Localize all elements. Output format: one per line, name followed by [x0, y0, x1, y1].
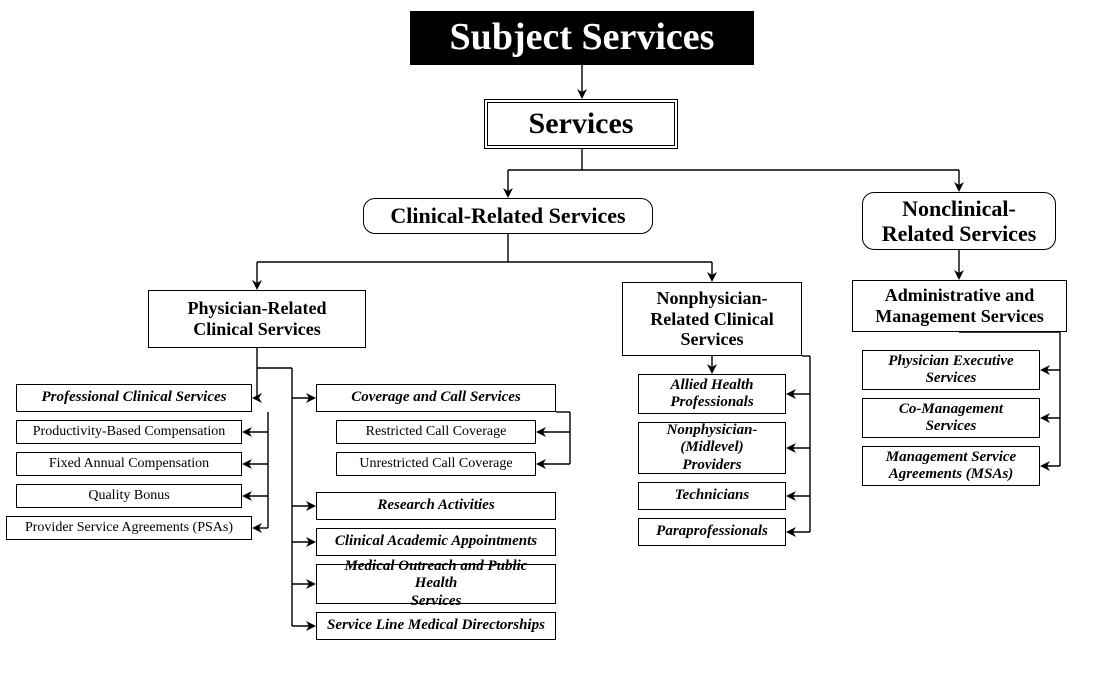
restricted-node: Restricted Call Coverage — [336, 420, 536, 444]
root-node: Subject Services — [410, 11, 754, 65]
allied-node: Allied Health Professionals — [638, 374, 786, 414]
psa-node: Provider Service Agreements (PSAs) — [6, 516, 252, 540]
pcs-node: Professional Clinical Services — [16, 384, 252, 412]
nonphys-node: Nonphysician- Related Clinical Services — [622, 282, 802, 356]
admin-node: Administrative and Management Services — [852, 280, 1067, 332]
directorships-node: Service Line Medical Directorships — [316, 612, 556, 640]
prodcomp-node: Productivity-Based Compensation — [16, 420, 242, 444]
comgmt-node: Co-Management Services — [862, 398, 1040, 438]
coverage-node: Coverage and Call Services — [316, 384, 556, 412]
phys-node: Physician-Related Clinical Services — [148, 290, 366, 348]
parapro-node: Paraprofessionals — [638, 518, 786, 546]
outreach-node: Medical Outreach and Public Health Servi… — [316, 564, 556, 604]
fixedcomp-node: Fixed Annual Compensation — [16, 452, 242, 476]
unrestricted-node: Unrestricted Call Coverage — [336, 452, 536, 476]
msa-node: Management Service Agreements (MSAs) — [862, 446, 1040, 486]
academic-node: Clinical Academic Appointments — [316, 528, 556, 556]
nonclinical-node: Nonclinical- Related Services — [862, 192, 1056, 250]
qbonus-node: Quality Bonus — [16, 484, 242, 508]
techs-node: Technicians — [638, 482, 786, 510]
research-node: Research Activities — [316, 492, 556, 520]
physexec-node: Physician Executive Services — [862, 350, 1040, 390]
clinical-node: Clinical-Related Services — [363, 198, 653, 234]
services-node: Services — [484, 99, 678, 149]
midlevel-node: Nonphysician- (Midlevel) Providers — [638, 422, 786, 474]
